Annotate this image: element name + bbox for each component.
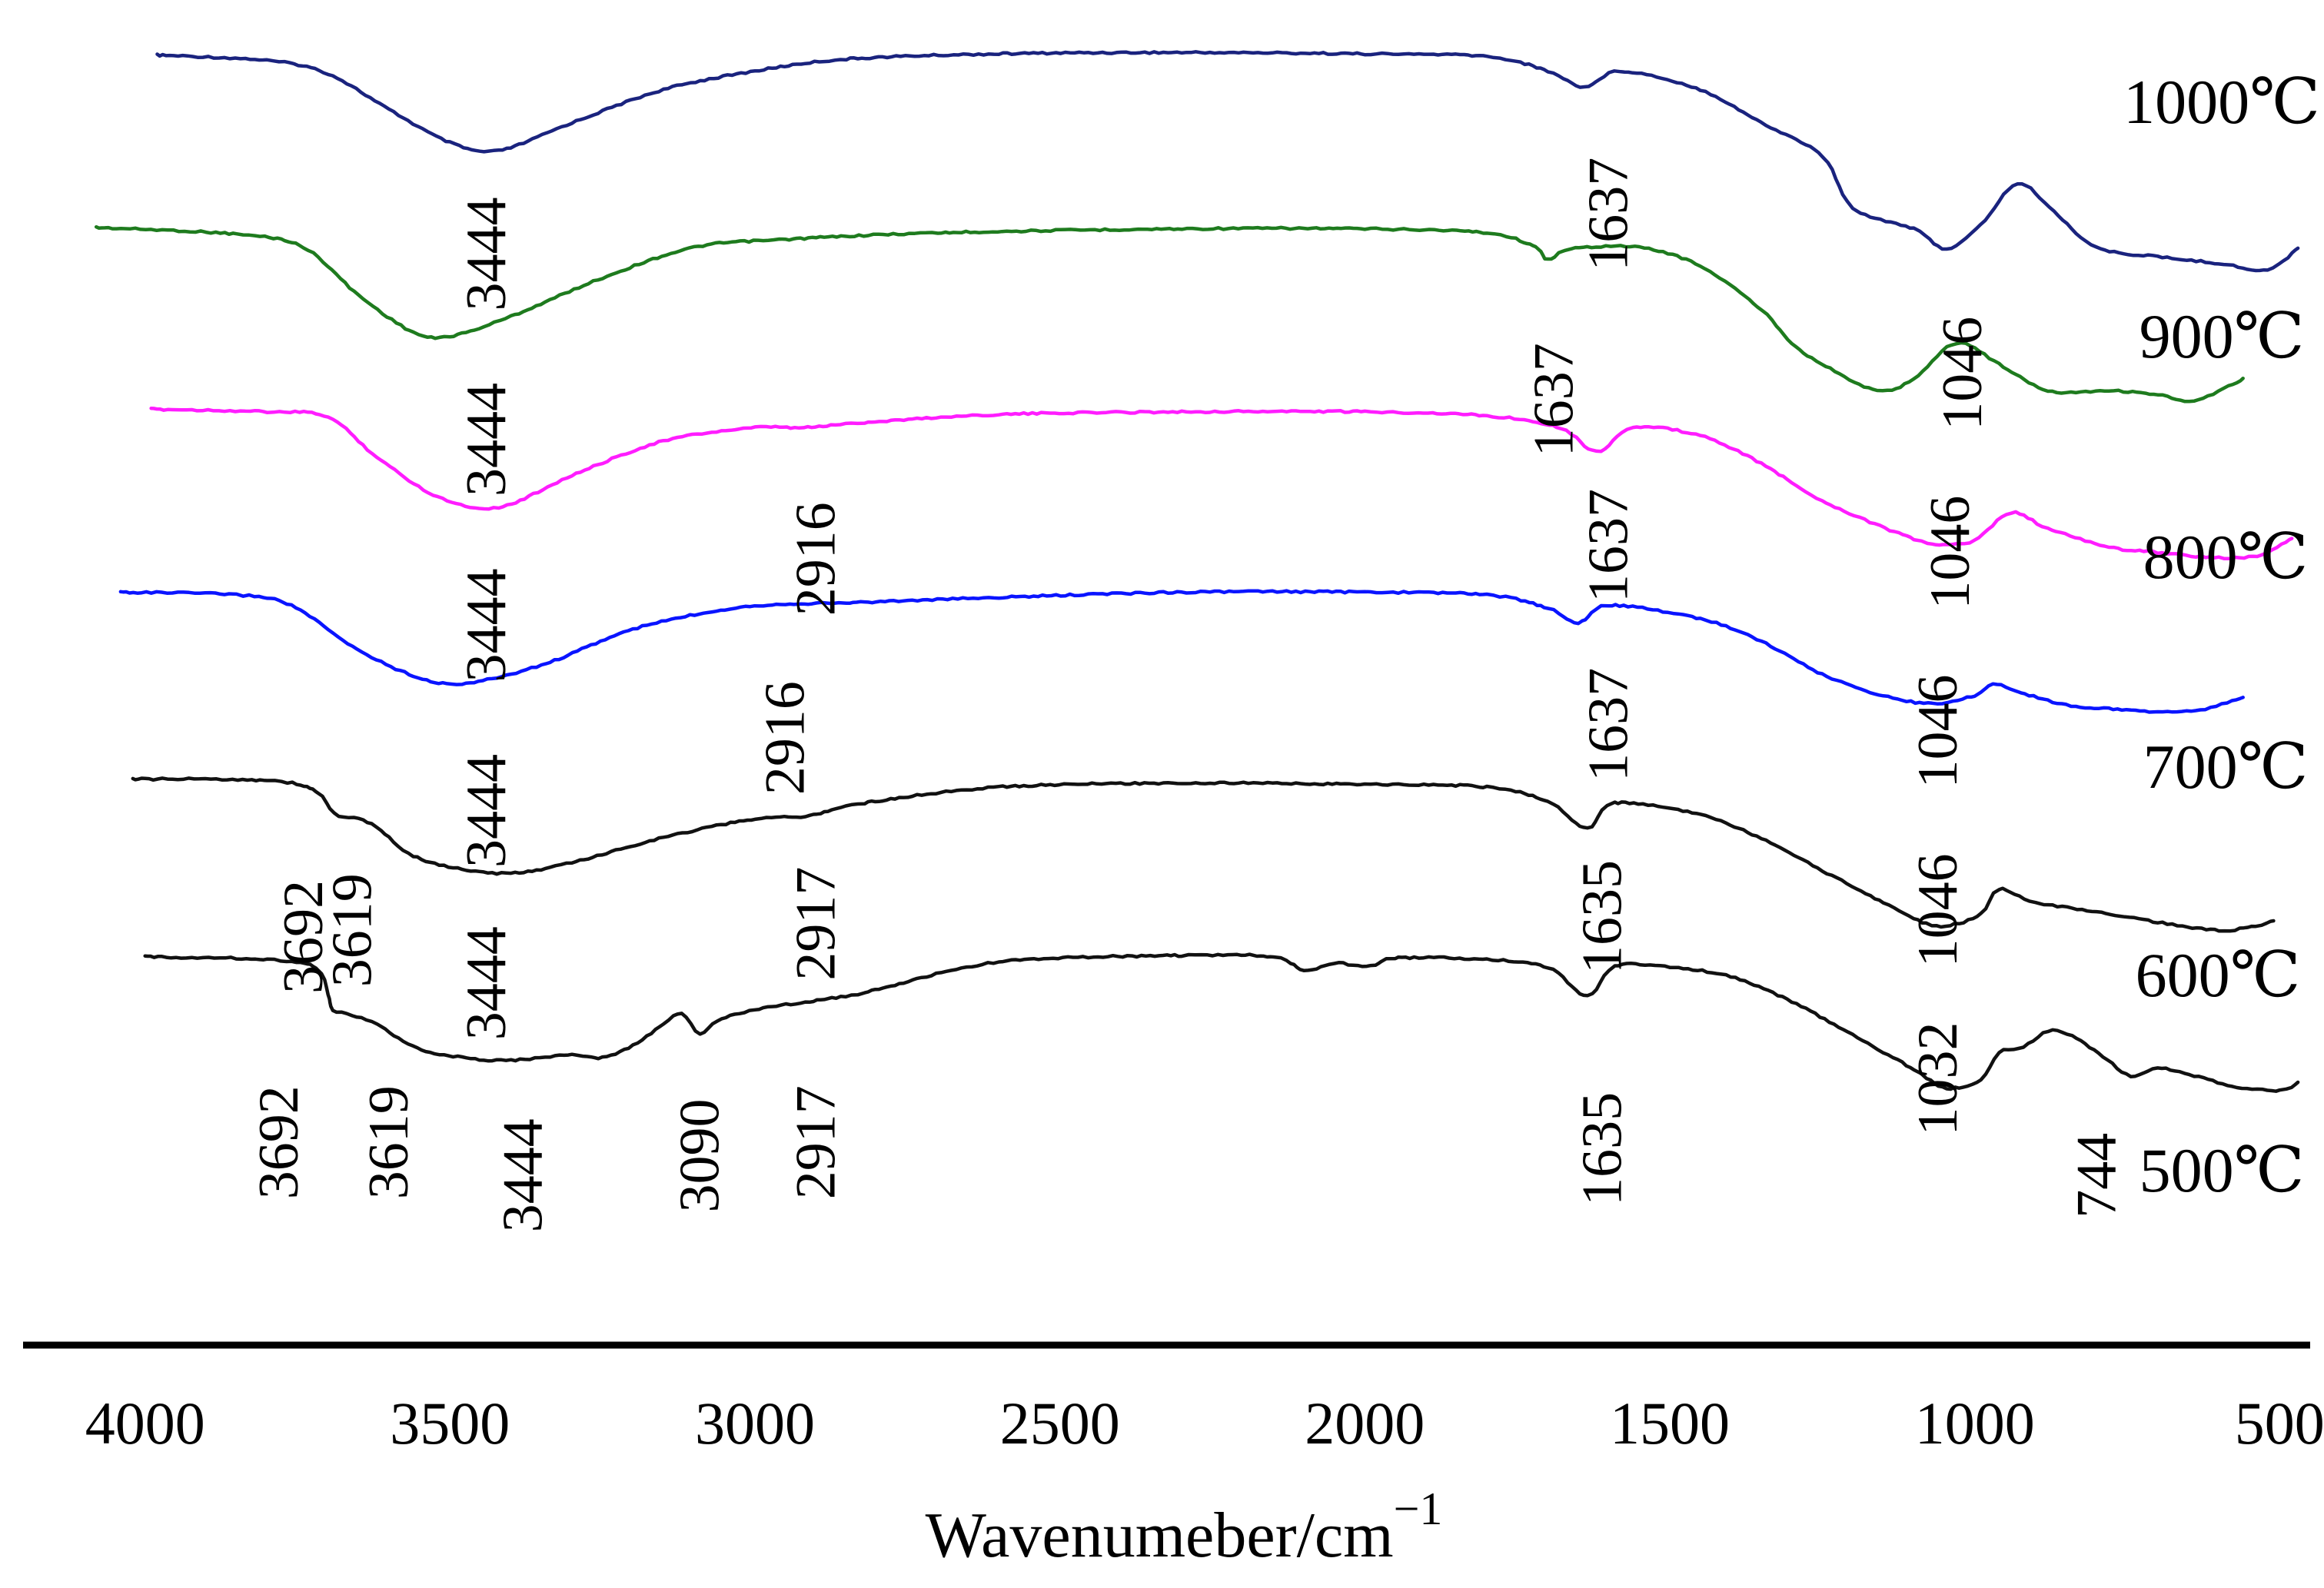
peak-label: 1637: [1522, 343, 1585, 457]
peak-label: 2917: [784, 867, 847, 981]
peak-label: 3444: [455, 383, 518, 497]
peak-label: 3692: [248, 1085, 311, 1199]
peak-label: 1046: [1907, 675, 1970, 789]
x-tick-label: 500: [2235, 1390, 2324, 1457]
series-label: 700℃: [2143, 732, 2309, 802]
series-label: 1000℃: [2123, 67, 2320, 137]
peak-label: 3444: [455, 926, 518, 1040]
x-tick-label: 4000: [85, 1390, 205, 1457]
x-tick-label: 2000: [1305, 1390, 1425, 1457]
x-tick-label: 2500: [1000, 1390, 1120, 1457]
peak-label: 2916: [754, 681, 817, 795]
peak-annotations: 3444 1637 1046 3444 1637 1046 3444 2916 1637 1046…: [248, 158, 2128, 1233]
peak-label: 3444: [455, 569, 518, 683]
peak-label: 3444: [455, 198, 518, 311]
peak-label: 1046: [1919, 496, 1982, 610]
peak-label: 3692: [272, 880, 335, 994]
peak-label: 2917: [784, 1085, 847, 1199]
series-label: 600℃: [2136, 940, 2301, 1010]
peak-label: 1637: [1578, 489, 1641, 603]
series-line-1000℃: [155, 50, 2300, 273]
x-tick-label: 1500: [1610, 1390, 1730, 1457]
peak-label: 1635: [1571, 1092, 1634, 1206]
series-label: 800℃: [2143, 522, 2309, 592]
x-axis-title-superscript: −1: [1394, 1483, 1443, 1534]
peak-label: 3444: [492, 1118, 555, 1232]
series-layer: [94, 50, 2300, 1093]
peak-label: 1032: [1907, 1022, 1970, 1136]
series-label: 500℃: [2139, 1135, 2305, 1205]
series-line-500℃: [143, 952, 2300, 1093]
peak-label: 2916: [784, 502, 847, 616]
peak-label: 1637: [1578, 158, 1641, 271]
series-line-700℃: [118, 589, 2245, 714]
x-tick-label: 3500: [390, 1390, 510, 1457]
peak-label: 3090: [669, 1099, 732, 1213]
x-tick-label: 1000: [1915, 1390, 2035, 1457]
series-line-800℃: [149, 406, 2294, 561]
x-axis-title: Wavenumeber/cm−1: [926, 1483, 1443, 1571]
peak-label: 1046: [1931, 317, 1994, 430]
series-line-900℃: [94, 224, 2245, 404]
peak-label: 744: [2065, 1133, 2128, 1218]
x-axis-title-text: Wavenumeber/cm: [926, 1500, 1394, 1571]
series-labels: 1000℃ 900℃ 800℃ 700℃ 600℃ 500℃: [2123, 67, 2320, 1205]
peak-label: 1637: [1578, 668, 1641, 782]
peak-label: 3444: [455, 754, 518, 868]
peak-label: 1046: [1907, 853, 1970, 967]
x-axis-ticks: 4000 3500 3000 2500 2000 1500 1000 500: [85, 1390, 2324, 1457]
peak-label: 3619: [321, 873, 384, 987]
series-line-600℃: [131, 776, 2276, 933]
peak-label: 3619: [357, 1085, 421, 1199]
x-tick-label: 3000: [695, 1390, 815, 1457]
series-label: 900℃: [2139, 301, 2305, 371]
peak-label: 1635: [1571, 860, 1634, 974]
